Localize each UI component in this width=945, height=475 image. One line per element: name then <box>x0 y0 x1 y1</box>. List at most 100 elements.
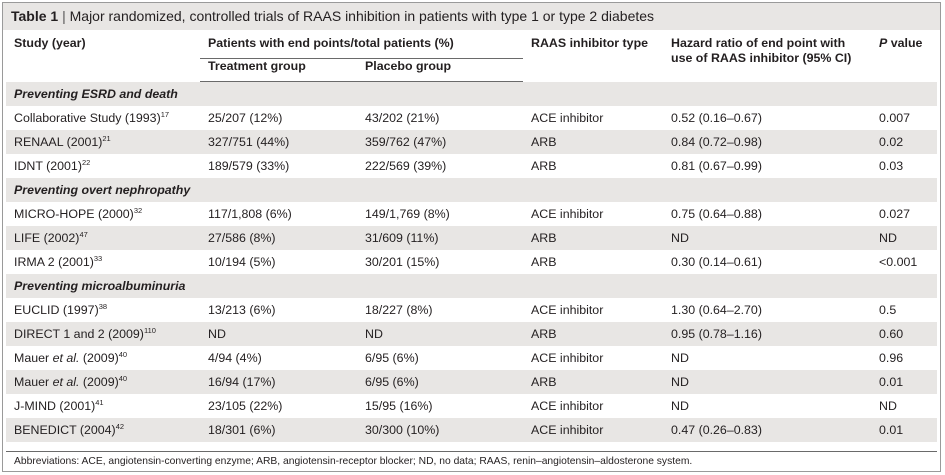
cell-placebo: 6/95 (6%) <box>365 351 419 365</box>
cell-treatment: 18/301 (6%) <box>200 418 357 442</box>
study-name: MICRO-HOPE (2000) <box>14 207 134 221</box>
study-year: (2009) <box>79 351 119 365</box>
cell-hazard-ratio: 0.30 (0.14–0.61) <box>671 255 762 269</box>
cell-study: IDNT (2001)22 <box>6 154 200 178</box>
section-title: Preventing microalbuminuria <box>6 274 938 298</box>
cell-p-value: 0.96 <box>879 351 904 365</box>
cell-placebo: 30/300 (10%) <box>357 418 524 442</box>
reference-number: 22 <box>81 158 91 167</box>
cell-study: LIFE (2002)47 <box>6 226 200 250</box>
reference-number: 42 <box>115 422 125 431</box>
cell-study: BENEDICT (2004)42 <box>6 418 200 442</box>
table-body: Preventing ESRD and death Collaborative S… <box>6 81 938 442</box>
caption-separator: | <box>62 8 66 24</box>
caption-text: Major randomized, controlled trials of R… <box>69 8 655 24</box>
cell-treatment: 13/213 (6%) <box>208 303 276 317</box>
cell-treatment: 4/94 (4%) <box>208 351 262 365</box>
cell-placebo: 30/201 (15%) <box>365 255 440 269</box>
cell-placebo: 222/569 (39%) <box>365 159 447 173</box>
cell-treatment: 117/1,808 (6%) <box>208 207 292 221</box>
reference-number: 110 <box>143 326 156 335</box>
table-row: MICRO-HOPE (2000)32 117/1,808 (6%) 149/1,7… <box>6 202 937 226</box>
cell-hazard-ratio: 1.30 (0.64–2.70) <box>671 303 762 317</box>
trials-table: Study (year) Patients with end points/to… <box>6 30 938 442</box>
cell-hazard-ratio: 0.47 (0.26–0.83) <box>663 418 872 442</box>
table-row: Mauer et al. (2009)40 16/94 (17%) 6/95 (6%… <box>6 370 938 394</box>
cell-study: MICRO-HOPE (2000)32 <box>6 202 200 226</box>
cell-inhibitor-type: ACE inhibitor <box>531 351 604 365</box>
cell-p-value: ND <box>879 399 897 413</box>
study-name: Collaborative Study (1993) <box>14 111 161 125</box>
cell-hazard-ratio: ND <box>663 226 872 250</box>
table-row: EUCLID (1997)38 13/213 (6%) 18/227 (8%) ACE… <box>6 298 937 322</box>
table-label: Table 1 <box>11 8 59 24</box>
cell-inhibitor-type: ARB <box>523 370 664 394</box>
cell-study: EUCLID (1997)38 <box>6 298 200 322</box>
section-row: Preventing overt nephropathy <box>6 178 938 202</box>
cell-hazard-ratio: 0.75 (0.64–0.88) <box>671 207 762 221</box>
cell-placebo: 31/609 (11%) <box>357 226 524 250</box>
cell-inhibitor-type: ARB <box>523 322 664 346</box>
table-bottom-rule <box>6 451 937 452</box>
section-row: Preventing microalbuminuria <box>6 274 938 298</box>
cell-p-value: 0.01 <box>871 418 938 442</box>
cell-p-value: <0.001 <box>879 255 918 269</box>
header-p-italic: P <box>879 36 888 50</box>
cell-p-value: 0.5 <box>879 303 897 317</box>
cell-hazard-ratio: ND <box>671 351 689 365</box>
study-year: (2009) <box>79 375 119 389</box>
cell-placebo: 6/95 (6%) <box>357 370 524 394</box>
cell-study: J-MIND (2001)41 <box>6 394 200 418</box>
table-footnote: Abbreviations: ACE, angiotensin-converti… <box>14 456 693 467</box>
reference-number: 17 <box>160 110 170 119</box>
study-name: IDNT (2001) <box>14 159 82 173</box>
reference-number: 40 <box>118 350 128 359</box>
study-name: RENAAL (2001) <box>14 135 103 149</box>
study-name: IRMA 2 (2001) <box>14 255 94 269</box>
cell-inhibitor-type: ARB <box>523 130 664 154</box>
cell-study: Mauer et al. (2009)40 <box>6 346 200 370</box>
table-row: BENEDICT (2004)42 18/301 (6%) 30/300 (10%)… <box>6 418 938 442</box>
table-row: RENAAL (2001)21 327/751 (44%) 359/762 (47%… <box>6 130 938 154</box>
cell-study: Mauer et al. (2009)40 <box>6 370 200 394</box>
study-name: J-MIND (2001) <box>14 399 96 413</box>
cell-placebo: 359/762 (47%) <box>357 130 524 154</box>
table-row: Collaborative Study (1993)17 25/207 (12%)… <box>6 106 937 130</box>
header-p-value: P value <box>871 30 937 82</box>
header-p-rest: value <box>887 36 923 50</box>
study-name: LIFE (2002) <box>14 231 80 245</box>
table-row: IRMA 2 (2001)33 10/194 (5%) 30/201 (15%) AR… <box>6 250 937 274</box>
cell-p-value: 0.027 <box>879 207 911 221</box>
reference-number: 21 <box>102 134 111 143</box>
cell-placebo: 43/202 (21%) <box>365 111 440 125</box>
study-name: BENEDICT (2004) <box>14 423 116 437</box>
cell-study: RENAAL (2001)21 <box>6 130 200 154</box>
cell-hazard-ratio: ND <box>663 370 872 394</box>
table-row: J-MIND (2001)41 23/105 (22%) 15/95 (16%) AC… <box>6 394 937 418</box>
table-row: DIRECT 1 and 2 (2009)110 ND ND ARB 0.95 (0.7… <box>6 322 938 346</box>
cell-placebo: 149/1,769 (8%) <box>365 207 450 221</box>
cell-treatment: 25/207 (12%) <box>208 111 283 125</box>
cell-study: DIRECT 1 and 2 (2009)110 <box>6 322 200 346</box>
cell-inhibitor-type: ACE inhibitor <box>523 418 664 442</box>
cell-hazard-ratio: 0.84 (0.72–0.98) <box>663 130 872 154</box>
reference-number: 40 <box>118 374 128 383</box>
cell-treatment: 189/579 (33%) <box>208 159 290 173</box>
reference-number: 47 <box>79 230 88 239</box>
table-header: Study (year) Patients with end points/to… <box>6 30 937 82</box>
section-title: Preventing ESRD and death <box>6 81 938 106</box>
cell-treatment: 327/751 (44%) <box>200 130 357 154</box>
cell-placebo: ND <box>357 322 524 346</box>
cell-p-value: 0.60 <box>871 322 938 346</box>
cell-hazard-ratio: ND <box>671 399 689 413</box>
cell-hazard-ratio: 0.95 (0.78–1.16) <box>663 322 872 346</box>
cell-p-value: 0.007 <box>879 111 911 125</box>
cell-treatment: 23/105 (22%) <box>208 399 283 413</box>
header-study: Study (year) <box>14 36 86 50</box>
cell-hazard-ratio: 0.52 (0.16–0.67) <box>671 111 762 125</box>
table-row: LIFE (2002)47 27/586 (8%) 31/609 (11%) ARB N… <box>6 226 938 250</box>
cell-treatment: 16/94 (17%) <box>200 370 357 394</box>
cell-p-value: 0.02 <box>871 130 938 154</box>
table-caption: Table 1 | Major randomized, controlled t… <box>3 3 940 30</box>
